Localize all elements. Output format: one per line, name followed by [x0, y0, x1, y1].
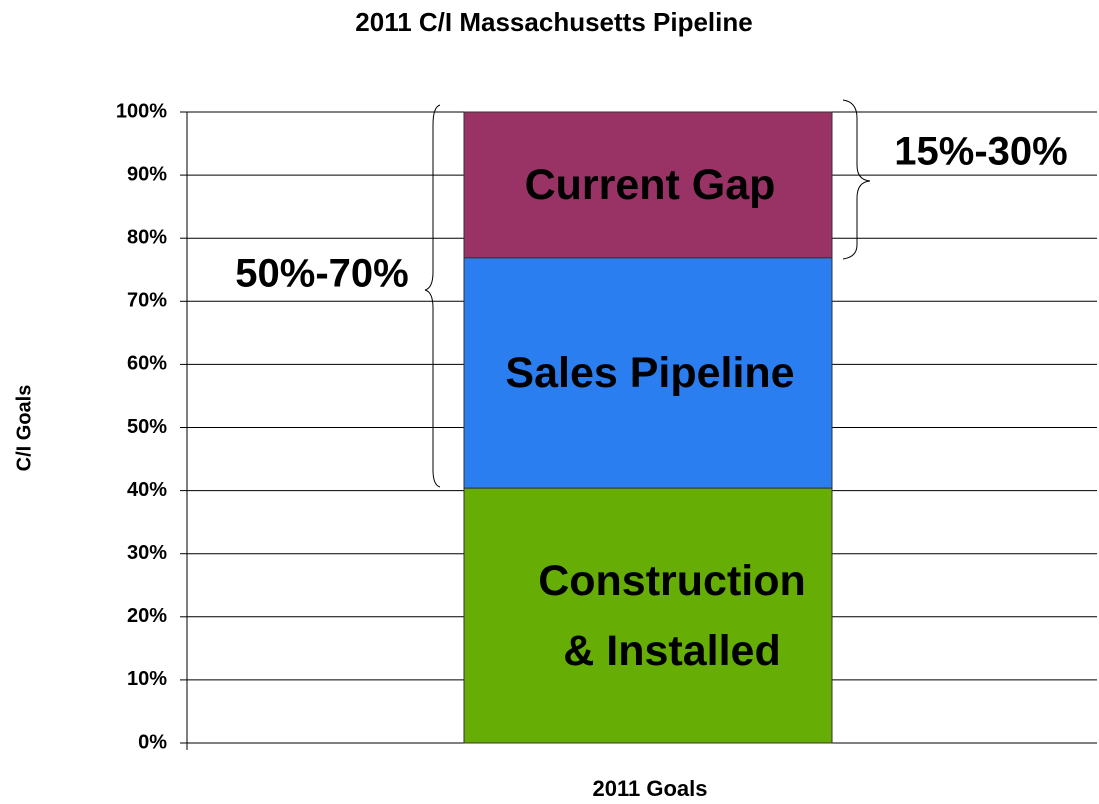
bar-segment — [463, 257, 833, 489]
y-tick-label: 100% — [116, 100, 167, 122]
y-tick-label: 10% — [127, 668, 167, 690]
annotation: 50%-70% — [235, 252, 408, 296]
y-tick-label: 20% — [127, 605, 167, 627]
segment-label: Sales Pipeline — [505, 348, 795, 397]
y-tick-label: 90% — [127, 163, 167, 185]
annotation: 15%-30% — [894, 130, 1067, 174]
y-tick-label: 70% — [127, 290, 167, 312]
x-tick-label: 2011 Goals — [593, 776, 708, 801]
bar-segment — [463, 487, 833, 744]
segment-label: Construction & Installed — [538, 556, 806, 675]
y-tick-label: 50% — [127, 416, 167, 438]
y-tick-label: 60% — [127, 353, 167, 375]
y-tick-label: 80% — [127, 226, 167, 248]
brace — [842, 99, 871, 260]
y-tick-label: 30% — [127, 542, 167, 564]
bar-segment — [463, 111, 833, 259]
y-axis-label: C/I Goals — [13, 385, 35, 472]
chart-title: 2011 C/I Massachusetts Pipeline — [355, 7, 752, 37]
y-tick-label: 40% — [127, 479, 167, 501]
brace — [424, 104, 441, 488]
segment-label: Current Gap — [524, 160, 776, 209]
y-tick-label: 0% — [138, 731, 167, 753]
